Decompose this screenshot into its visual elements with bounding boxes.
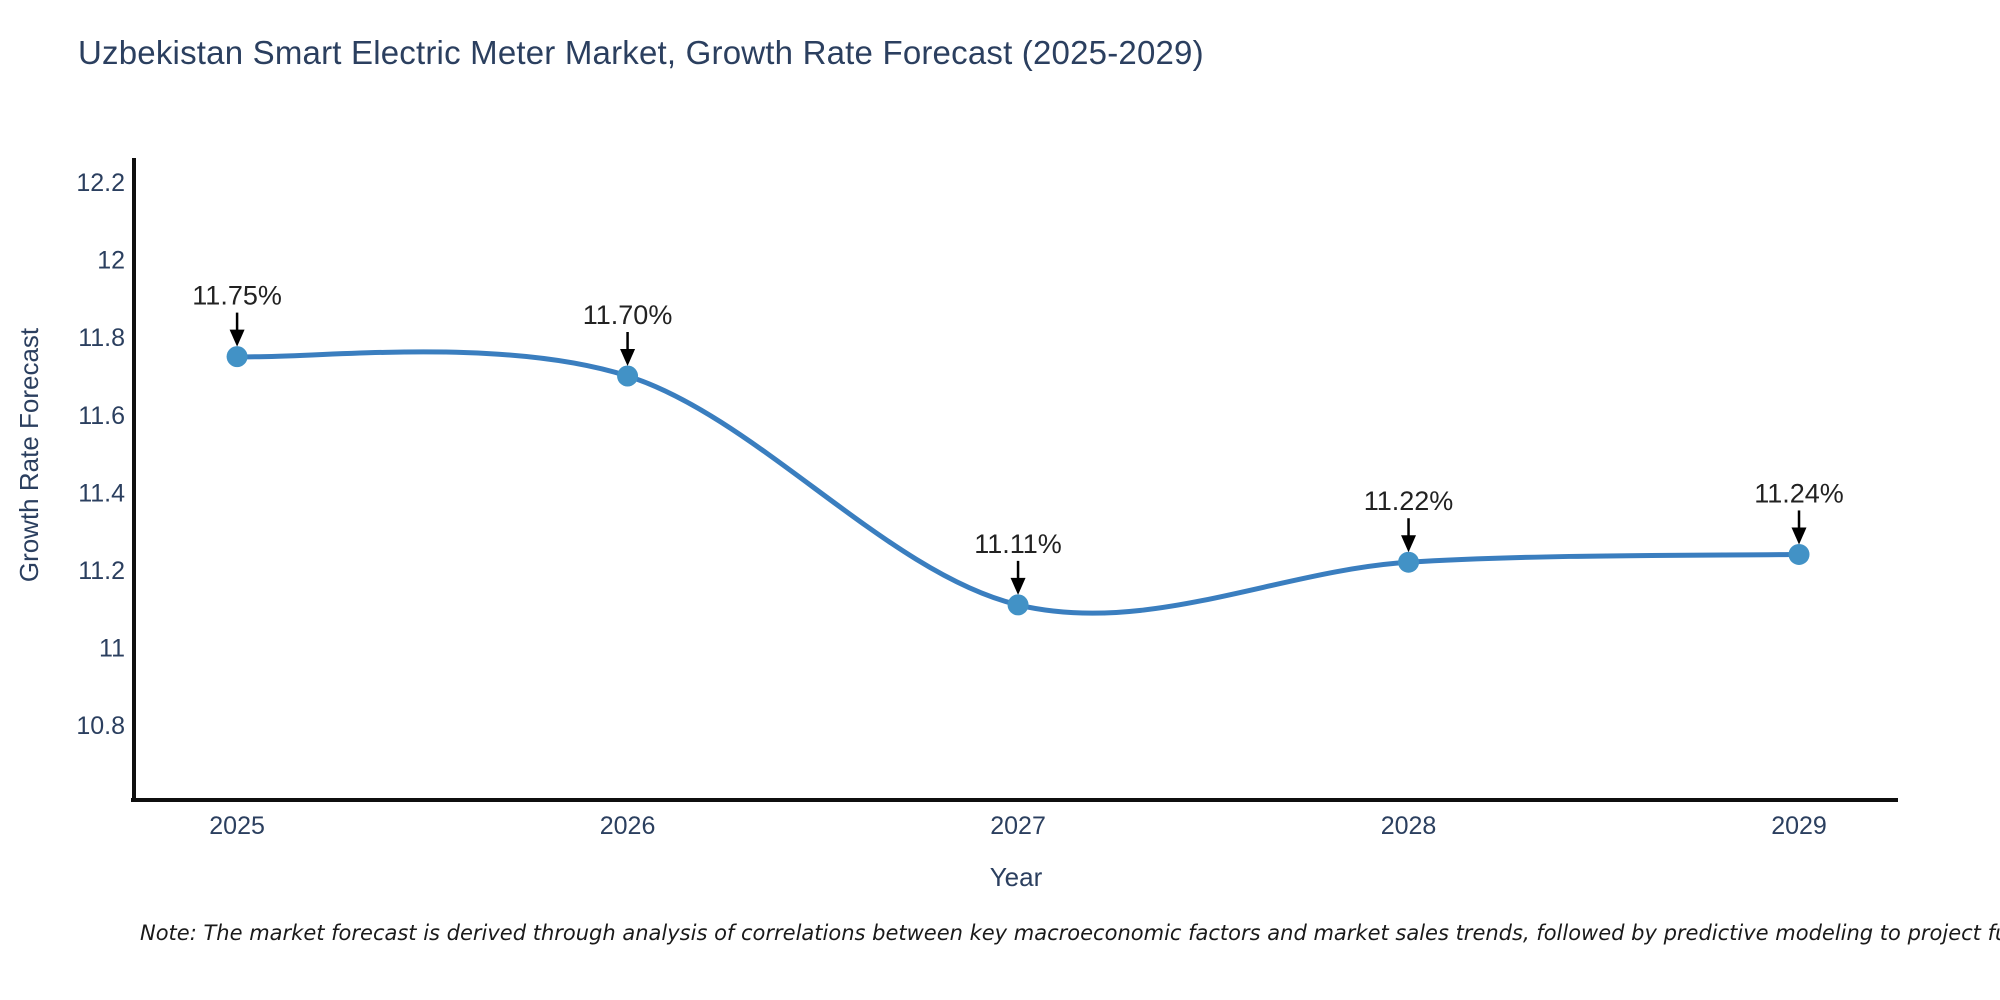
x-tick-label: 2027 (990, 812, 1046, 840)
x-axis-title: Year (990, 862, 1043, 892)
y-tick-label: 12 (97, 247, 125, 275)
data-point-marker[interactable] (617, 365, 639, 387)
annotation-arrow-head-icon (1791, 527, 1807, 545)
y-axis-title: Growth Rate Forecast (14, 327, 44, 582)
annotation-arrow-head-icon (229, 329, 245, 347)
y-tick-label: 11.8 (78, 324, 125, 352)
point-annotation-label: 11.22% (1364, 486, 1454, 516)
point-annotation-label: 11.24% (1754, 478, 1844, 508)
annotation-arrow-head-icon (620, 349, 636, 367)
x-tick-label: 2026 (600, 812, 656, 840)
data-point-marker[interactable] (1398, 551, 1420, 573)
x-tick-label: 2025 (209, 812, 265, 840)
x-tick-label: 2029 (1771, 812, 1827, 840)
y-tick-label: 12.2 (76, 169, 125, 197)
y-tick-label: 11.4 (78, 479, 125, 507)
data-point-marker[interactable] (1007, 594, 1029, 616)
annotation-arrow-head-icon (1401, 535, 1417, 553)
x-tick-label: 2028 (1381, 812, 1437, 840)
point-annotation-label: 11.75% (192, 281, 282, 311)
point-annotation-label: 11.11% (974, 529, 1062, 559)
data-point-marker[interactable] (1788, 543, 1810, 565)
data-point-marker[interactable] (226, 346, 248, 368)
y-tick-label: 11.2 (78, 557, 125, 585)
y-tick-label: 11.6 (78, 402, 125, 430)
chart-title: Uzbekistan Smart Electric Meter Market, … (78, 34, 1204, 71)
annotation-arrow-head-icon (1010, 577, 1026, 595)
y-tick-label: 10.8 (76, 712, 125, 740)
point-annotation-label: 11.70% (583, 300, 673, 330)
chart-note: Note: The market forecast is derived thr… (140, 921, 2000, 945)
y-tick-label: 11 (99, 635, 125, 663)
